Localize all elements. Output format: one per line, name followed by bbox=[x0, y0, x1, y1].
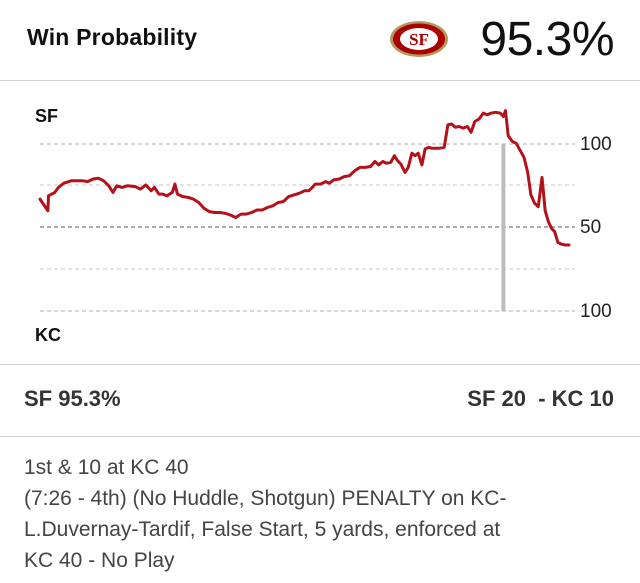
y-tick-label-top: 100 bbox=[580, 134, 612, 155]
game-summary-row: SF 95.3% SF 20 - KC 10 bbox=[0, 384, 640, 420]
y-tick-label-middle: 50 bbox=[580, 217, 601, 238]
logo-lettering: SF bbox=[409, 30, 429, 49]
score-summary: SF 20 - KC 10 bbox=[467, 386, 614, 411]
top-team-label: SF bbox=[35, 106, 58, 126]
play-detail-line: KC 40 - No Play bbox=[24, 549, 175, 572]
down-and-distance: 1st & 10 at KC 40 bbox=[24, 456, 189, 479]
header-divider bbox=[0, 80, 640, 81]
play-detail-line: L.Duvernay-Tardif, False Start, 5 yards,… bbox=[24, 518, 501, 541]
widget-title: Win Probability bbox=[27, 24, 198, 50]
chart-canvas: SF KC 100 50 100 bbox=[35, 106, 612, 345]
play-detail-line: (7:26 - 4th) (No Huddle, Shotgun) PENALT… bbox=[24, 487, 507, 510]
bottom-team-label: KC bbox=[35, 325, 61, 345]
logo-inner-oval bbox=[400, 28, 438, 50]
win-probability-value: 95.3% bbox=[480, 13, 614, 66]
sf-49ers-logo-icon: SF bbox=[390, 21, 448, 57]
chart-divider bbox=[0, 364, 640, 365]
win-probability-summary: SF 95.3% bbox=[24, 386, 121, 411]
win-probability-series-line bbox=[38, 109, 571, 247]
play-description: 1st & 10 at KC 40 (7:26 - 4th) (No Huddl… bbox=[24, 452, 614, 576]
win-probability-chart[interactable]: SF KC 100 50 100 bbox=[0, 81, 640, 363]
win-probability-header: Win Probability SF 95.3% bbox=[0, 0, 640, 80]
summary-divider bbox=[0, 436, 640, 437]
y-tick-label-bottom: 100 bbox=[580, 301, 612, 322]
